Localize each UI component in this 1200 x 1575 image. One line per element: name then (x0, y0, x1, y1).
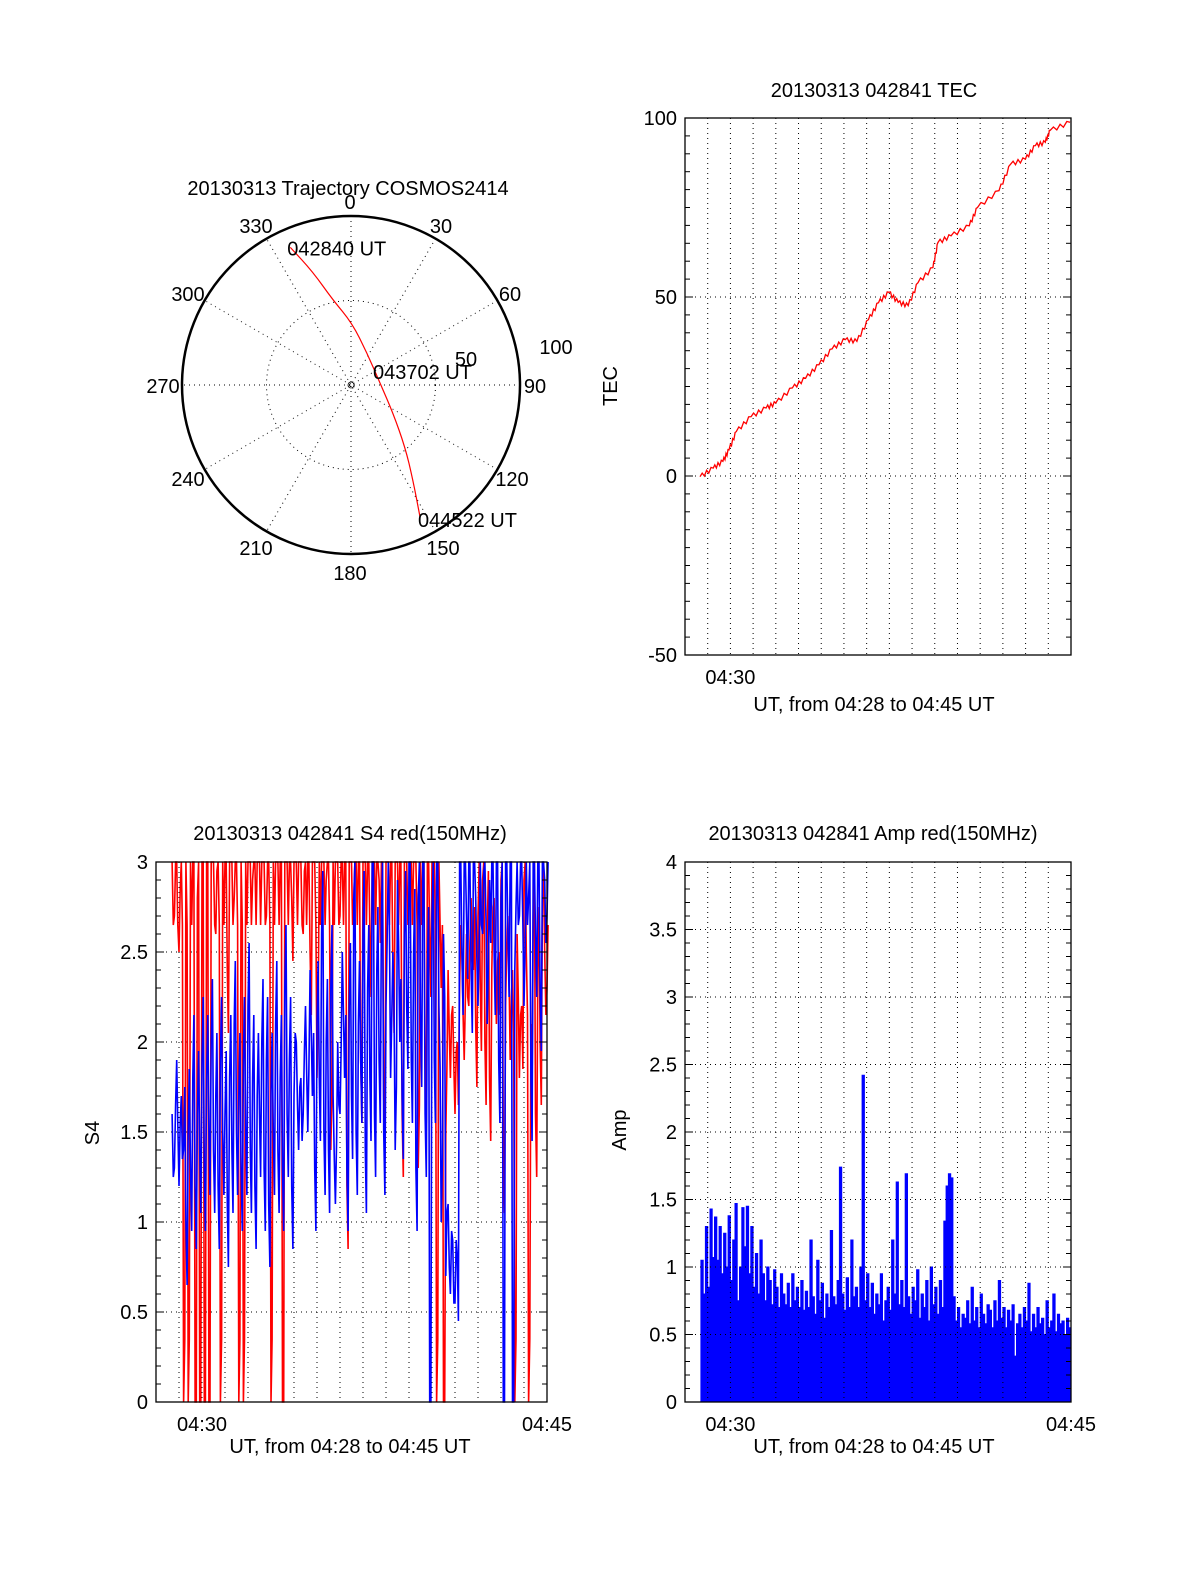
amp-series (700, 1074, 1072, 1403)
polar-angle-label: 210 (239, 538, 272, 560)
polar-angle-label: 120 (495, 469, 528, 491)
s4-xlabel: UT, from 04:28 to 04:45 UT (229, 1436, 470, 1458)
tec-ytick-label: -50 (648, 645, 677, 667)
tec-chart-panel: 100 50 0 -50 04:30 20130313 042841 TEC UT, f… (600, 80, 1072, 716)
tec-axes: 100 50 0 -50 04:30 (644, 108, 1072, 689)
polar-angle-label: 0 (344, 192, 355, 214)
amp-xtick-label: 04:45 (1046, 1414, 1096, 1436)
s4-ytick-label: 2 (137, 1032, 148, 1054)
polar-radius-label: 100 (539, 337, 572, 359)
polar-angle-label: 300 (171, 284, 204, 306)
s4-xtick-label: 04:45 (522, 1414, 572, 1436)
polar-grid (180, 214, 522, 556)
amp-chart-panel: 0 0.5 1 1.5 2 2.5 3 3.5 4 04:30 04:45 20130313 042… (609, 823, 1096, 1458)
amp-ytick-label: 1 (666, 1257, 677, 1279)
polar-angle-label: 240 (171, 469, 204, 491)
polar-angle-label: 150 (426, 538, 459, 560)
tec-xtick-label: 04:30 (705, 667, 755, 689)
polar-angle-label: 30 (430, 216, 452, 238)
s4-plot-frame (155, 861, 548, 1403)
s4-series (171, 861, 549, 1403)
tec-line (699, 120, 1071, 478)
tec-title: 20130313 042841 TEC (771, 80, 977, 102)
polar-center-marker (347, 381, 355, 389)
polar-angle-label: 90 (524, 376, 546, 398)
s4-ytick-label: 0.5 (120, 1302, 148, 1324)
amp-ytick-label: 1.5 (649, 1190, 677, 1212)
s4-xtick-label: 04:30 (177, 1414, 227, 1436)
s4-ytick-label: 1 (137, 1212, 148, 1234)
amp-ytick-label: 3 (666, 987, 677, 1009)
tec-xlabel: UT, from 04:28 to 04:45 UT (753, 694, 994, 716)
tec-ytick-label: 100 (644, 108, 677, 130)
polar-ring-50 (266, 300, 436, 470)
amp-xlabel: UT, from 04:28 to 04:45 UT (753, 1436, 994, 1458)
polar-labels: 0 30 60 90 120 150 180 210 240 270 300 330 50 100 0428… (146, 192, 572, 585)
s4-ytick-label: 2.5 (120, 942, 148, 964)
amp-ytick-label: 3.5 (649, 920, 677, 942)
polar-angle-label: 330 (239, 216, 272, 238)
s4-ytick-label: 0 (137, 1392, 148, 1414)
polar-series (289, 246, 421, 518)
tec-ylabel: TEC (600, 366, 622, 406)
amp-ylabel: Amp (609, 1109, 631, 1150)
trajectory-time-annotation: 044522 UT (418, 510, 517, 532)
tec-series (699, 120, 1071, 478)
amp-area (700, 1074, 1072, 1403)
s4-blue-line (171, 861, 549, 1403)
polar-angle-label: 270 (146, 376, 179, 398)
amp-ytick-label: 0.5 (649, 1325, 677, 1347)
amp-plot-frame (684, 861, 1072, 1403)
amp-ytick-label: 0 (666, 1392, 677, 1414)
polar-angle-label: 180 (333, 563, 366, 585)
amp-axes: 0 0.5 1 1.5 2 2.5 3 3.5 4 04:30 04:45 (649, 852, 1096, 1436)
polar-outer-ring (180, 214, 522, 556)
polar-angle-label: 60 (499, 284, 521, 306)
amp-grid (685, 862, 1071, 1402)
amp-xtick-label: 04:30 (705, 1414, 755, 1436)
trajectory-line (289, 246, 421, 518)
amp-ytick-label: 4 (666, 852, 677, 874)
amp-title: 20130313 042841 Amp red(150MHz) (708, 823, 1037, 845)
s4-axes: 0 0.5 1 1.5 2 2.5 3 04:30 04:45 (120, 852, 572, 1436)
trajectory-polar-panel: 0 30 60 90 120 150 180 210 240 270 300 330 50 100 0428… (146, 178, 572, 585)
s4-ytick-label: 3 (137, 852, 148, 874)
trajectory-time-annotation: 042840 UT (287, 238, 386, 260)
s4-ylabel: S4 (82, 1121, 104, 1145)
tec-ytick-label: 50 (655, 287, 677, 309)
s4-chart-panel: 0 0.5 1 1.5 2 2.5 3 04:30 04:45 20130313 042841 … (82, 823, 572, 1458)
s4-title: 20130313 042841 S4 red(150MHz) (193, 823, 507, 845)
trajectory-time-annotation: 043702 UT (373, 362, 472, 384)
amp-ytick-label: 2.5 (649, 1055, 677, 1077)
s4-ytick-label: 1.5 (120, 1122, 148, 1144)
tec-plot-frame (684, 117, 1072, 656)
tec-ytick-label: 0 (666, 466, 677, 488)
polar-radius-label: 50 (455, 349, 477, 371)
polar-title: 20130313 Trajectory COSMOS2414 (187, 178, 508, 200)
amp-ytick-label: 2 (666, 1122, 677, 1144)
